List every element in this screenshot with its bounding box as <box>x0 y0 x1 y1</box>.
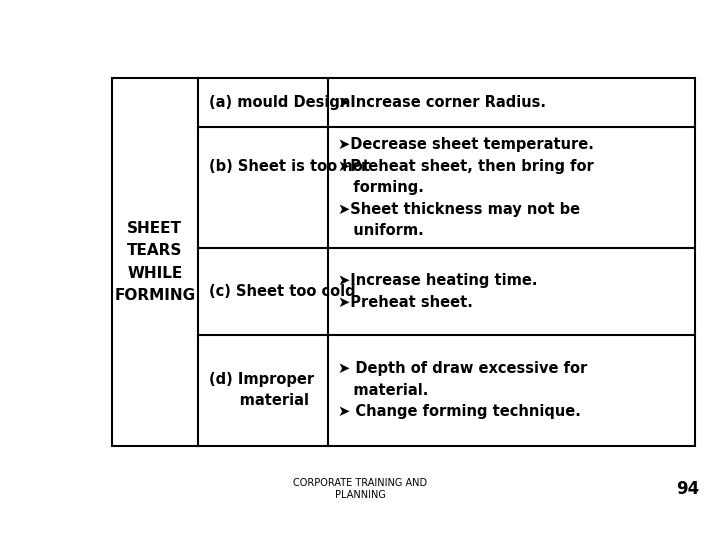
Text: ➤Increase heating time.
➤Preheat sheet.: ➤Increase heating time. ➤Preheat sheet. <box>338 273 538 310</box>
Text: ➤Decrease sheet temperature.
➤Preheat sheet, then bring for
   forming.
➤Sheet t: ➤Decrease sheet temperature. ➤Preheat sh… <box>338 137 594 238</box>
Text: (b) Sheet is too hot: (b) Sheet is too hot <box>209 159 369 173</box>
Text: (c) Sheet too cold: (c) Sheet too cold <box>209 284 356 299</box>
Text: ➤ Depth of draw excessive for
   material.
➤ Change forming technique.: ➤ Depth of draw excessive for material. … <box>338 361 588 419</box>
Text: (d) Improper
     material: (d) Improper material <box>209 372 314 408</box>
Bar <box>112 78 695 446</box>
Text: 94: 94 <box>676 480 699 498</box>
Text: CORPORATE TRAINING AND
PLANNING: CORPORATE TRAINING AND PLANNING <box>293 478 427 500</box>
Text: (a) mould Design: (a) mould Design <box>209 95 350 110</box>
Text: SHEET
TEARS
WHILE
FORMING: SHEET TEARS WHILE FORMING <box>114 221 195 303</box>
Text: ➤Increase corner Radius.: ➤Increase corner Radius. <box>338 95 546 110</box>
